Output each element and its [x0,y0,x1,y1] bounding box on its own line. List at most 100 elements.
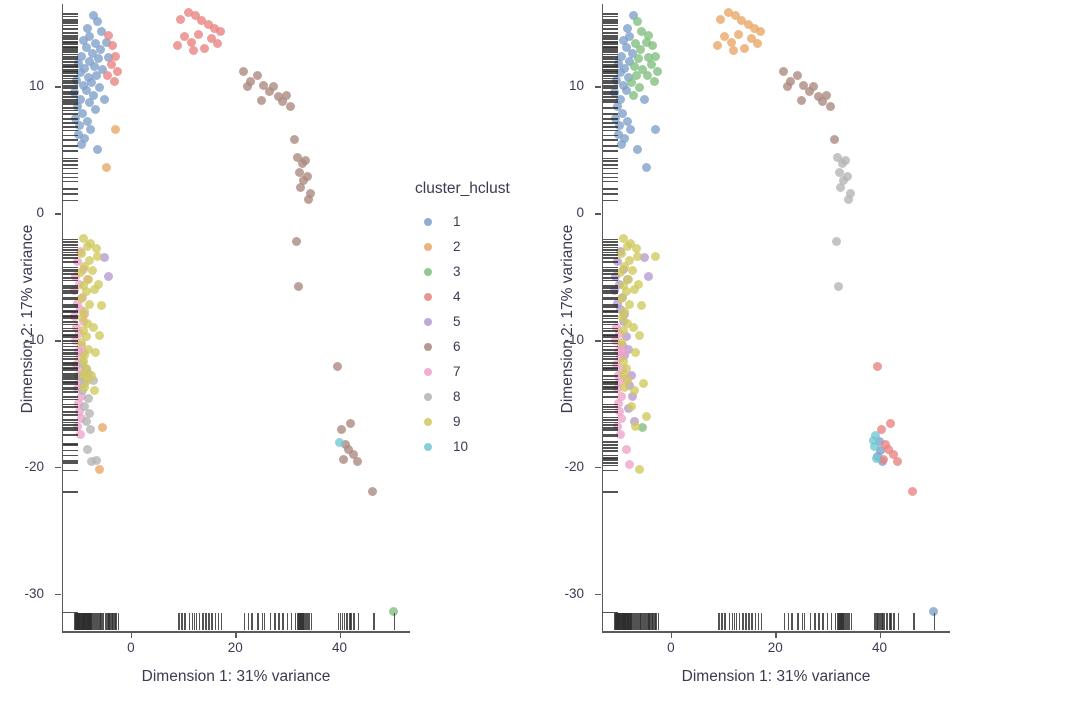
rug-mark-y [603,101,618,103]
data-point [622,363,632,373]
rug-mark-y [603,244,618,246]
rug-mark-x [114,613,116,630]
rug-mark-x [310,613,312,630]
rug-mark-y [603,24,618,26]
data-point [731,10,741,20]
rug-mark-y [63,298,78,300]
legend-swatch-icon [415,367,441,376]
rug-mark-x [294,613,296,630]
data-point [871,430,881,440]
rug-mark-x [92,613,94,630]
rug-mark-y [603,256,618,258]
data-point [109,76,119,86]
data-point [737,15,747,25]
data-point [629,416,639,426]
rug-mark-x [876,613,878,630]
data-point [206,33,216,43]
data-point [90,104,100,114]
data-point [239,66,249,76]
rug-mark-x [615,613,617,630]
data-point [91,244,101,254]
legend-item[interactable]: 5 [415,309,510,334]
data-point [719,32,729,42]
rug-mark-x [654,613,656,630]
data-point [716,14,726,24]
data-point [613,421,623,431]
rug-mark-y [63,398,78,400]
rug-mark-x [814,613,816,630]
rug-mark-x [81,613,83,630]
rug-mark-y [63,167,78,169]
data-point [82,85,92,95]
rug-mark-y [63,145,78,147]
rug-mark-x [393,613,395,630]
data-point [621,331,631,341]
rug-mark-y [63,315,78,317]
legend-item[interactable]: 4 [415,284,510,309]
data-point [621,42,631,52]
rug-mark-x [290,613,292,630]
data-point [74,329,84,339]
rug-mark-y [603,386,618,388]
rug-mark-y [603,107,618,109]
rug-mark-y [603,335,618,337]
rug-mark-y [63,118,78,120]
rug-mark-y [63,382,78,384]
data-point [102,163,112,173]
rug-mark-x [211,613,213,630]
legend-item[interactable]: 7 [415,359,510,384]
data-point [80,401,90,411]
data-point [89,386,99,396]
data-point [792,70,802,80]
rug-mark-x [614,613,616,630]
x-tick-label: 20 [767,640,783,655]
data-point [332,362,342,372]
rug-mark-y [603,429,618,431]
data-point [615,305,625,315]
rug-mark-y [63,427,78,429]
rug-mark-x [74,613,76,630]
rug-mark-x [847,613,849,630]
rug-mark-x [738,613,740,630]
rug-mark-y [63,134,78,136]
rug-mark-y [63,238,78,240]
data-point [269,81,279,91]
legend-item[interactable]: 10 [415,434,510,459]
rug-mark-y [603,35,618,37]
data-point [638,65,648,75]
rug-mark-y [603,66,618,68]
data-point [749,23,759,33]
legend-item[interactable]: 1 [415,209,510,234]
rug-mark-x [842,613,844,630]
rug-mark-y [603,340,618,342]
data-point [78,312,88,322]
data-point [627,265,637,275]
legend-item[interactable]: 6 [415,334,510,359]
rug-mark-x [79,613,81,630]
rug-mark-x [633,613,635,630]
rug-mark-x [748,613,750,630]
rug-mark-x [632,613,634,630]
rug-mark-x [357,613,359,630]
rug-mark-x [105,613,107,630]
data-point [82,319,92,329]
legend-item[interactable]: 3 [415,259,510,284]
data-point [92,145,102,155]
legend-item[interactable]: 8 [415,384,510,409]
rug-mark-y [603,99,618,101]
rug-mark-y [603,435,618,437]
rug-mark-x [263,613,265,630]
legend-item[interactable]: 9 [415,409,510,434]
data-point [348,449,358,459]
rug-mark-y [63,249,78,251]
rug-mark-x [107,613,109,630]
rug-mark-y [63,284,78,286]
rug-mark-y [63,335,78,337]
rug-mark-x [305,613,307,630]
rug-mark-y [63,266,78,268]
rug-mark-x [648,613,650,630]
data-point [821,90,831,100]
rug-mark-y [63,277,78,279]
legend-item[interactable]: 2 [415,234,510,259]
data-point [335,438,345,448]
